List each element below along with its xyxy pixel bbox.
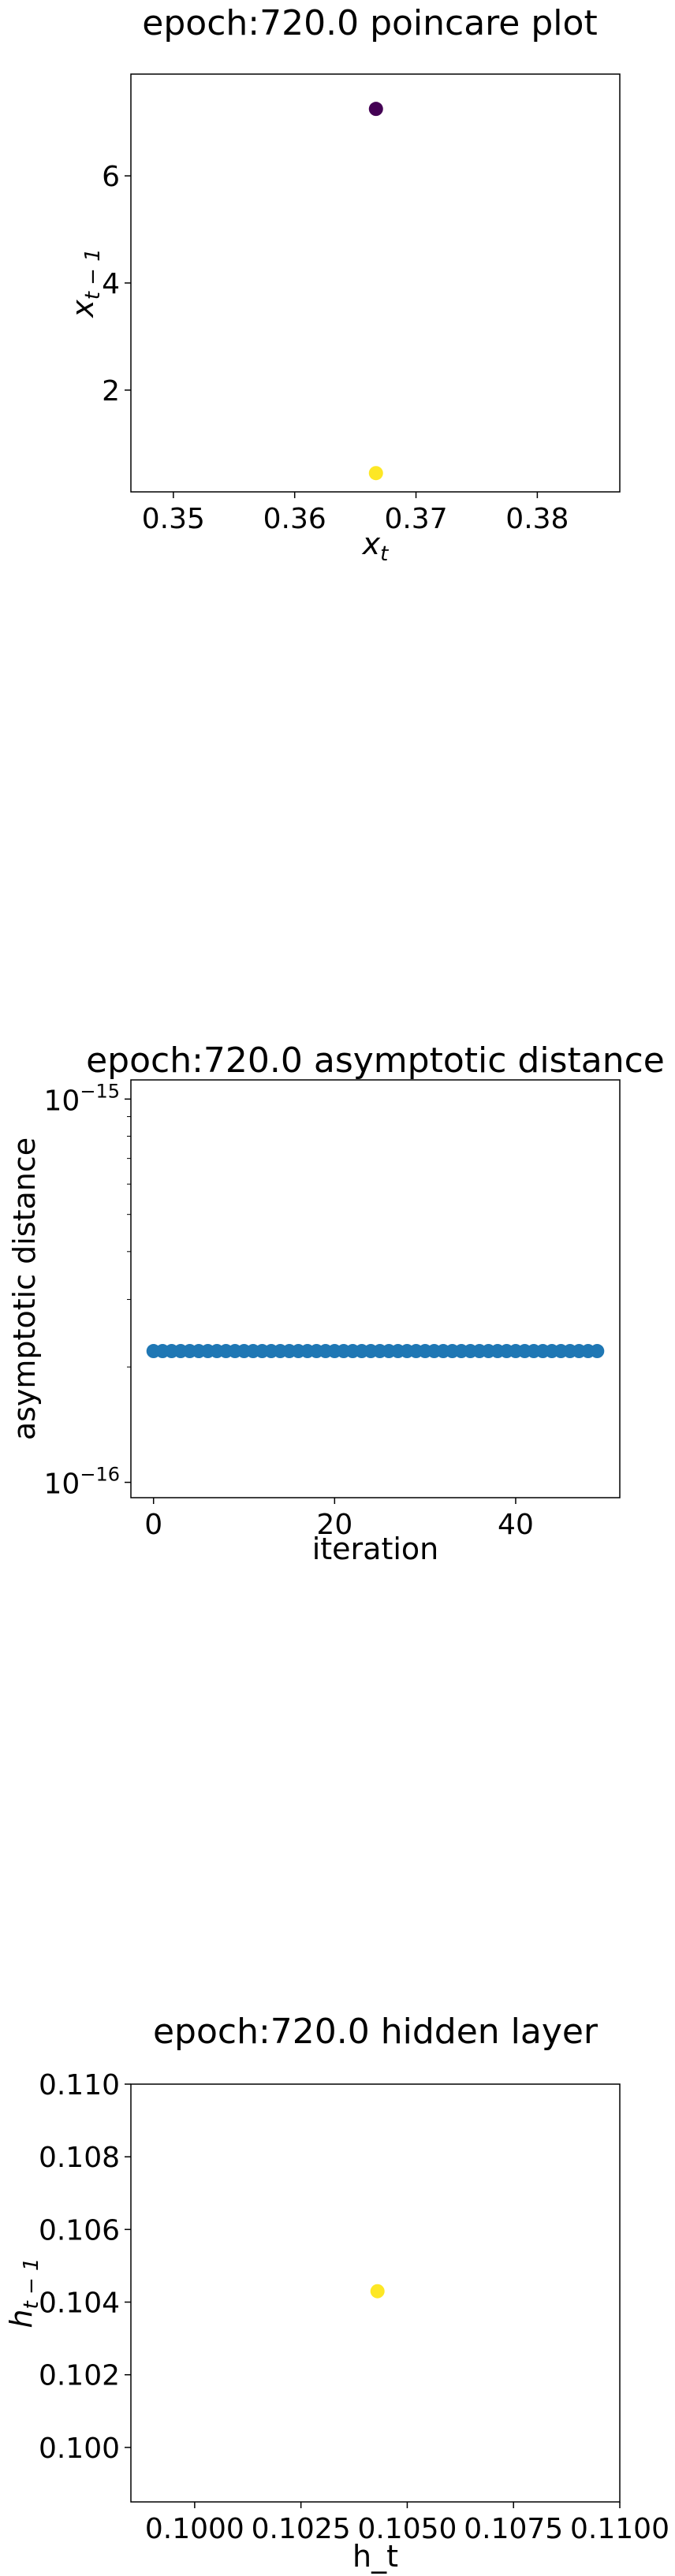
asymptotic-x-label: iteration: [312, 1532, 439, 1566]
poincare-y-label: xt − 1: [65, 248, 105, 318]
asymptotic-y-ticks: 10−16 10−15: [44, 1080, 131, 1501]
hidden-layer-chart: epoch:720.0 hidden layer 0.1000 0.1025 0.1…: [4, 2012, 669, 2574]
asymptotic-y-label: asymptotic distance: [7, 1137, 42, 1440]
hidden-y-tick-label: 0.102: [39, 2360, 120, 2392]
asymptotic-x-tick-label: 20: [316, 1509, 352, 1541]
hidden-x-tick-label: 0.1025: [252, 2513, 351, 2545]
poincare-title: epoch:720.0 poincare plot: [142, 3, 597, 43]
poincare-plot-frame: [130, 73, 621, 493]
hidden-x-tick-label: 0.1050: [357, 2513, 457, 2545]
poincare-x-label-base: x: [362, 527, 381, 561]
poincare-y-ticks: 2 4 6: [102, 161, 131, 408]
asymptotic-title: epoch:720.0 asymptotic distance: [86, 1040, 665, 1081]
poincare-y-tick-label: 4: [102, 268, 120, 300]
asymptotic-x-tick-label: 0: [144, 1509, 162, 1541]
poincare-point: [368, 102, 383, 117]
asymptotic-x-tick-label: 40: [498, 1509, 534, 1541]
poincare-x-tick-label: 0.36: [263, 503, 326, 535]
hidden-points: [370, 2284, 385, 2299]
poincare-point: [368, 466, 383, 481]
poincare-x-tick-label: 0.38: [505, 503, 569, 535]
hidden-y-label-sub: t − 1: [20, 2258, 43, 2309]
poincare-chart: epoch:720.0 poincare plot 0.35 0.36 0.37 0.…: [65, 3, 621, 566]
poincare-y-label-sub: t − 1: [81, 248, 105, 300]
asymptotic-points: [146, 1344, 605, 1359]
asymptotic-y-tick-label: 10−16: [44, 1464, 120, 1501]
hidden-y-tick-label: 0.104: [39, 2288, 120, 2320]
poincare-y-tick-label: 6: [102, 161, 120, 193]
poincare-y-tick-label: 2: [102, 375, 120, 408]
hidden-y-tick-label: 0.100: [39, 2433, 120, 2465]
hidden-x-ticks: 0.1000 0.1025 0.1050 0.1075 0.1100: [145, 2502, 669, 2545]
asymptotic-x-ticks: 0 20 40: [144, 1498, 534, 1541]
hidden-y-tick-label: 0.110: [39, 2069, 120, 2101]
asymptotic-y-tick-label: 10−15: [44, 1080, 120, 1117]
hidden-point: [370, 2284, 385, 2299]
hidden-x-tick-label: 0.1075: [464, 2513, 563, 2545]
poincare-x-ticks: 0.35 0.36 0.37 0.38: [142, 492, 569, 535]
poincare-x-tick-label: 0.37: [384, 503, 447, 535]
poincare-x-label-sub: t: [380, 542, 389, 566]
hidden-y-label: ht − 1: [4, 2258, 43, 2328]
hidden-y-tick-label: 0.108: [39, 2142, 120, 2174]
hidden-x-label: h_t: [352, 2539, 398, 2574]
hidden-y-ticks: 0.100 0.102 0.104 0.106 0.108 0.110: [39, 2069, 131, 2465]
hidden-y-tick-label: 0.106: [39, 2214, 120, 2247]
poincare-x-label: xt: [362, 527, 390, 566]
hidden-title: epoch:720.0 hidden layer: [153, 2012, 599, 2052]
hidden-y-label-base: h: [4, 2309, 39, 2328]
hidden-plot-frame: [130, 2083, 621, 2503]
poincare-points: [368, 102, 383, 481]
asymptotic-point: [590, 1344, 605, 1359]
poincare-y-label-base: x: [65, 300, 100, 318]
poincare-x-tick-label: 0.35: [142, 503, 205, 535]
hidden-x-tick-label: 0.1100: [570, 2513, 669, 2545]
hidden-x-tick-label: 0.1000: [145, 2513, 244, 2545]
asymptotic-distance-chart: epoch:720.0 asymptotic distance 0 20 40 10…: [7, 1040, 665, 1566]
asymptotic-plot-frame: [130, 1079, 621, 1498]
